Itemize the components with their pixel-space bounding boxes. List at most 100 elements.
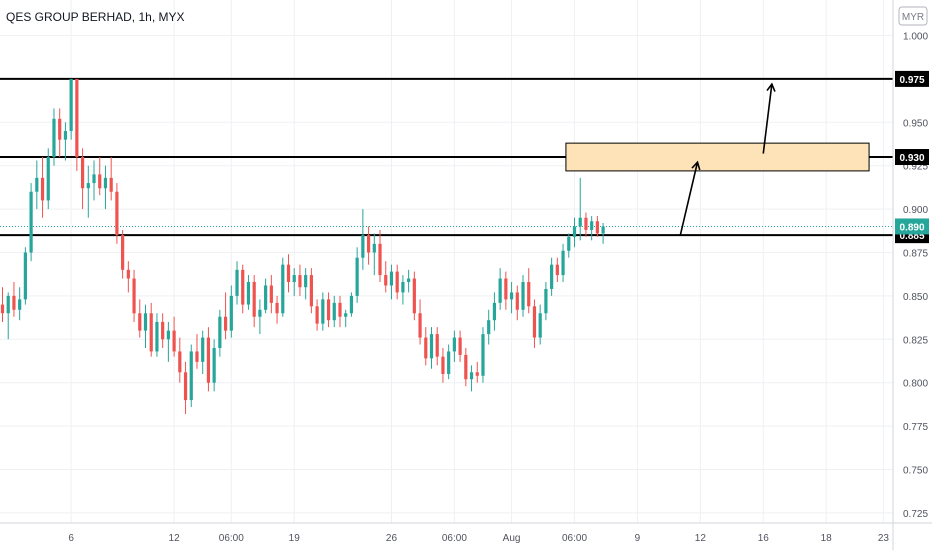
- trend-arrow[interactable]: [762, 82, 776, 154]
- candle: [344, 309, 348, 328]
- zone-layer: [565, 142, 870, 172]
- candle-body: [178, 351, 182, 373]
- candle-body: [487, 320, 491, 335]
- candle-body: [40, 177, 45, 201]
- grid-layer: [0, 0, 893, 523]
- candle: [298, 264, 302, 296]
- candle: [332, 295, 336, 328]
- candle-body: [281, 264, 285, 314]
- header-layer: QES GROUP BERHAD, 1h, MYX MYR: [6, 6, 928, 26]
- candle: [590, 216, 594, 241]
- candle: [195, 334, 199, 369]
- candle-body: [286, 264, 291, 283]
- candle-body: [441, 356, 445, 375]
- candle-body: [321, 299, 325, 324]
- candle-body: [372, 243, 376, 253]
- candle-body: [109, 177, 113, 192]
- candle: [252, 275, 256, 328]
- y-tick-label: 0.900: [903, 205, 928, 216]
- x-tick-label: 16: [758, 533, 770, 544]
- candle: [527, 268, 531, 314]
- candle-body: [412, 278, 416, 314]
- candle-body: [75, 78, 79, 158]
- candle: [161, 313, 165, 348]
- candle-body: [35, 177, 39, 192]
- candle-body: [384, 275, 388, 286]
- candle-body: [269, 285, 273, 303]
- candle-body: [98, 174, 102, 189]
- candle: [29, 183, 33, 262]
- candle: [498, 268, 502, 310]
- candle: [12, 282, 16, 317]
- candle: [292, 268, 296, 296]
- resistance-zone[interactable]: [565, 142, 870, 172]
- candle-body: [309, 275, 313, 307]
- candle: [349, 292, 354, 317]
- candle: [103, 165, 108, 210]
- candle-body: [550, 264, 554, 289]
- candle-body: [561, 250, 565, 276]
- candle: [201, 330, 205, 375]
- candle: [35, 160, 39, 210]
- candle: [223, 292, 228, 340]
- trend-arrow[interactable]: [679, 160, 701, 236]
- candle: [407, 269, 411, 293]
- candle-body: [366, 235, 371, 253]
- candle-body: [315, 306, 319, 324]
- candle: [246, 275, 251, 310]
- candle-body: [46, 157, 50, 201]
- candle: [435, 327, 439, 366]
- y-tick-label: 0.775: [903, 422, 928, 433]
- candle-body: [532, 306, 537, 338]
- y-tick-label: 0.925: [903, 162, 928, 173]
- candle-body: [590, 221, 594, 230]
- candle-body: [572, 226, 577, 237]
- candle-body: [229, 295, 233, 331]
- candle: [264, 278, 268, 314]
- candle: [424, 327, 428, 366]
- candle: [492, 292, 497, 331]
- candle-body: [509, 292, 514, 300]
- candles-layer: [0, 78, 605, 414]
- candle-body: [195, 351, 199, 362]
- candle-body: [0, 304, 5, 314]
- currency-badge[interactable]: [898, 6, 928, 26]
- candle-body: [223, 316, 228, 331]
- candle-body: [389, 271, 394, 286]
- currency-label: MYR: [902, 12, 924, 23]
- candle: [441, 347, 445, 383]
- candle: [595, 216, 599, 237]
- candle-body: [481, 334, 485, 376]
- candle-body: [578, 217, 582, 227]
- candle: [6, 292, 10, 340]
- y-tick-label: 0.800: [903, 379, 928, 390]
- candle: [149, 302, 153, 357]
- candle: [121, 229, 125, 279]
- candle-body: [69, 78, 73, 131]
- candle: [178, 337, 182, 383]
- candle: [115, 183, 119, 244]
- candle: [281, 257, 285, 317]
- candle-body: [6, 295, 10, 314]
- candle-body: [258, 309, 262, 317]
- last-price-label: 0.890: [899, 222, 924, 233]
- candle-body: [338, 302, 342, 317]
- candle-body: [206, 337, 211, 383]
- candle-body: [246, 282, 251, 305]
- candle-body: [435, 334, 439, 357]
- candle: [218, 309, 222, 357]
- candle: [229, 285, 233, 338]
- candle: [452, 330, 456, 362]
- candle-body: [407, 278, 411, 283]
- candle-body: [212, 347, 216, 383]
- x-tick-label: 23: [878, 533, 890, 544]
- x-tick-label: 18: [821, 533, 833, 544]
- candle: [601, 222, 605, 244]
- candle: [126, 261, 130, 293]
- chart-title: QES GROUP BERHAD, 1h, MYX: [6, 10, 185, 24]
- candle-body: [361, 235, 365, 258]
- candle-body: [401, 282, 405, 293]
- y-tick-label: 0.825: [903, 335, 928, 346]
